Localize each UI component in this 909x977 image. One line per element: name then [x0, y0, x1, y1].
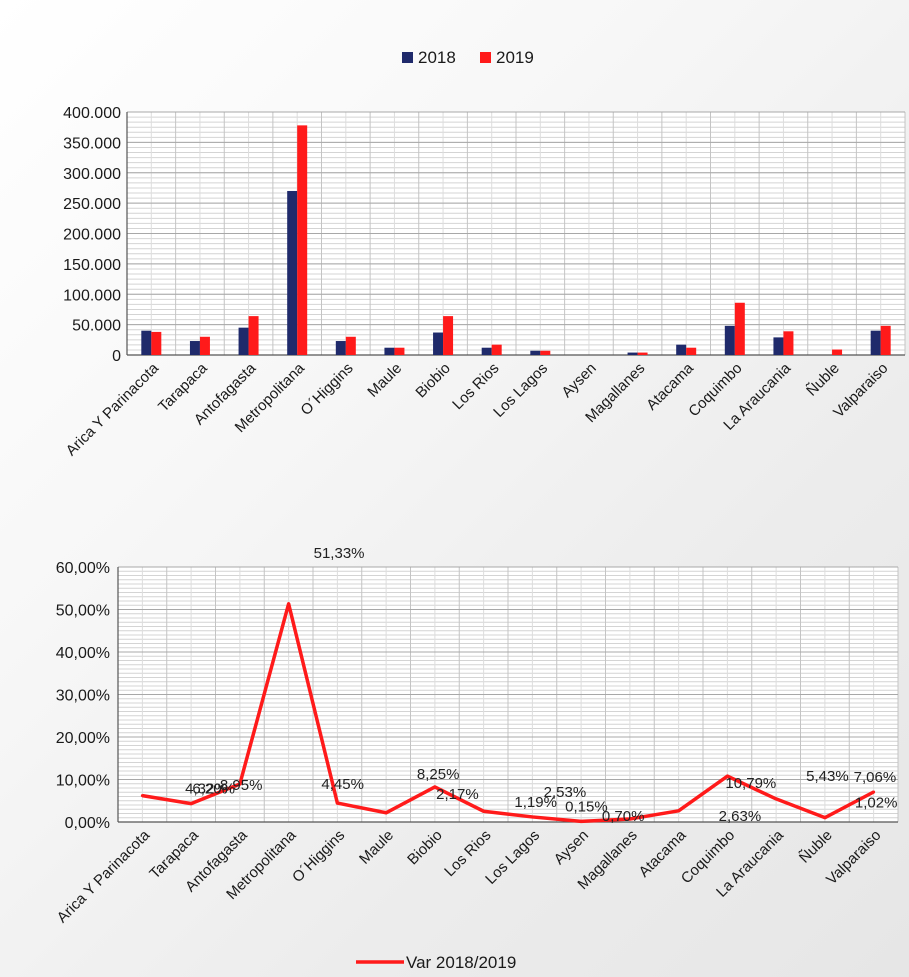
bar-2019: [540, 350, 551, 355]
y-tick-label: 20,00%: [56, 730, 110, 747]
y-tick-label: 400.000: [63, 105, 121, 122]
bar-2019: [637, 352, 648, 355]
data-label: 7,06%: [854, 769, 897, 786]
bar-2018: [335, 341, 346, 355]
data-label: 4,32%: [185, 781, 228, 798]
bar-2019: [248, 316, 259, 355]
data-point: [140, 794, 144, 798]
line-chart: 0,00% 10,00% 20,00% 30,00% 40,00% 50,00% 60,00…: [54, 545, 899, 972]
data-label: 0,15%: [565, 798, 608, 815]
bar-2019: [394, 347, 405, 355]
y-tick-label: 150.000: [63, 257, 121, 274]
y-tick-label: 250.000: [63, 196, 121, 213]
legend-label: 2018: [418, 48, 456, 67]
series-line: [142, 602, 875, 824]
data-label: 2,63%: [719, 808, 762, 825]
data-label: 2,17%: [436, 786, 479, 803]
data-point: [628, 817, 632, 821]
data-point: [677, 809, 681, 813]
y-tick-label: 300.000: [63, 166, 121, 183]
x-tick-label: Ñuble: [803, 360, 843, 400]
x-tick-label: Ñuble: [796, 827, 836, 867]
data-label: 5,43%: [806, 768, 849, 785]
data-point: [384, 811, 388, 815]
y-tick-label: 200.000: [63, 227, 121, 244]
y-tick-label: 40,00%: [56, 645, 110, 662]
bar-2019: [297, 125, 308, 356]
data-label: 8,25%: [417, 766, 460, 783]
data-label: 51,33%: [314, 545, 365, 562]
x-tick-label: Aysen: [551, 827, 592, 868]
y-tick-label: 0,00%: [65, 815, 110, 832]
x-tick-label: Maule: [356, 827, 397, 868]
data-label: 0,70%: [602, 808, 645, 825]
data-point: [482, 809, 486, 813]
data-point: [335, 801, 339, 805]
bar-2018: [189, 341, 200, 355]
bar-2019: [686, 347, 697, 355]
y-tick-label: 0: [112, 348, 121, 365]
x-tick-label: Aysen: [558, 360, 599, 401]
data-label: 6,20%: [192, 781, 235, 798]
bar-2019: [491, 344, 502, 355]
bar-2018: [870, 330, 881, 355]
bar-2018: [530, 350, 541, 355]
bar-2018: [481, 347, 492, 355]
x-tick-label: Arica Y Parinacota: [54, 826, 154, 926]
y-tick-label: 100.000: [63, 287, 121, 304]
bar-2018: [287, 190, 298, 355]
data-point: [579, 819, 583, 823]
data-label: 4,45%: [321, 776, 364, 793]
bar-2018: [433, 332, 444, 355]
data-point: [287, 602, 291, 606]
data-point: [774, 797, 778, 801]
x-tick-label: O´Higgins: [289, 827, 348, 886]
data-point: [189, 802, 193, 806]
bar-2018: [238, 327, 249, 355]
legend-swatch: [402, 52, 413, 63]
y-tick-label: 10,00%: [56, 773, 110, 790]
bar-chart: 0 50.000 100.000 150.000 200.000 250.000 300.0…: [63, 48, 906, 459]
x-tick-label: O´Higgins: [297, 360, 356, 419]
data-point: [238, 782, 242, 786]
data-label: 10,79%: [725, 775, 776, 792]
legend-label: Var 2018/2019: [406, 953, 516, 972]
bar-2018: [627, 352, 638, 355]
bar-2018: [773, 337, 784, 355]
y-tick-label: 350.000: [63, 135, 121, 152]
x-tick-label: Arica Y Parinacota: [63, 359, 163, 459]
data-point: [530, 815, 534, 819]
x-tick-label: Maule: [364, 360, 405, 401]
bar-2018: [724, 325, 735, 355]
bar-2019: [443, 316, 454, 355]
data-point: [872, 790, 876, 794]
x-tick-label: Biobio: [404, 827, 446, 869]
y-tick-label: 50.000: [72, 318, 121, 335]
bar-2018: [141, 330, 152, 355]
legend-swatch: [480, 52, 491, 63]
legend-label: 2019: [496, 48, 534, 67]
data-label: 1,02%: [855, 795, 898, 812]
data-point: [823, 816, 827, 820]
x-tick-label: Biobio: [412, 360, 454, 402]
bar-2019: [199, 336, 210, 355]
bar-2019: [783, 331, 794, 355]
data-label: 2,53%: [544, 784, 587, 801]
data-point: [433, 785, 437, 789]
bar-2019: [151, 331, 162, 355]
bar-2019: [734, 302, 745, 355]
data-point: [725, 774, 729, 778]
data-label: 1,19%: [514, 794, 557, 811]
bar-2018: [676, 344, 687, 355]
bar-2019: [880, 325, 891, 355]
bar-2018: [384, 347, 395, 355]
data-label: 8,95%: [220, 777, 263, 794]
bar-2019: [832, 349, 843, 355]
y-tick-label: 50,00%: [56, 603, 110, 620]
bar-2019: [345, 336, 356, 355]
y-tick-label: 30,00%: [56, 688, 110, 705]
y-tick-label: 60,00%: [56, 560, 110, 577]
